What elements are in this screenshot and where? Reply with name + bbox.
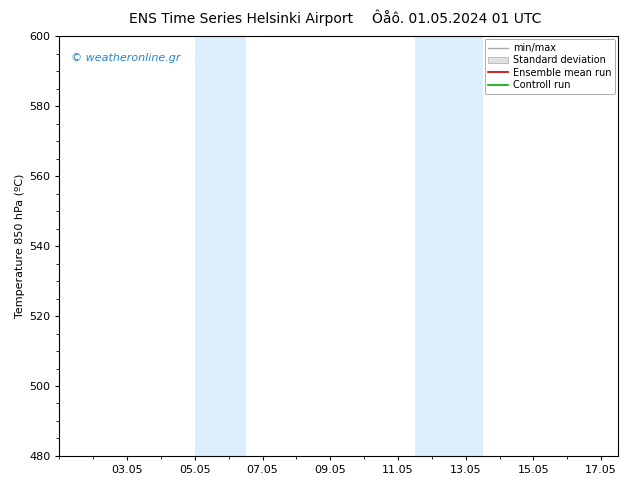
Text: Ôåô. 01.05.2024 01 UTC: Ôåô. 01.05.2024 01 UTC xyxy=(372,12,541,26)
Bar xyxy=(195,36,245,456)
Y-axis label: Temperature 850 hPa (ºC): Temperature 850 hPa (ºC) xyxy=(15,174,25,318)
Text: ENS Time Series Helsinki Airport: ENS Time Series Helsinki Airport xyxy=(129,12,353,26)
Bar xyxy=(415,36,482,456)
Text: © weatheronline.gr: © weatheronline.gr xyxy=(70,53,180,63)
Legend: min/max, Standard deviation, Ensemble mean run, Controll run: min/max, Standard deviation, Ensemble me… xyxy=(484,39,615,94)
